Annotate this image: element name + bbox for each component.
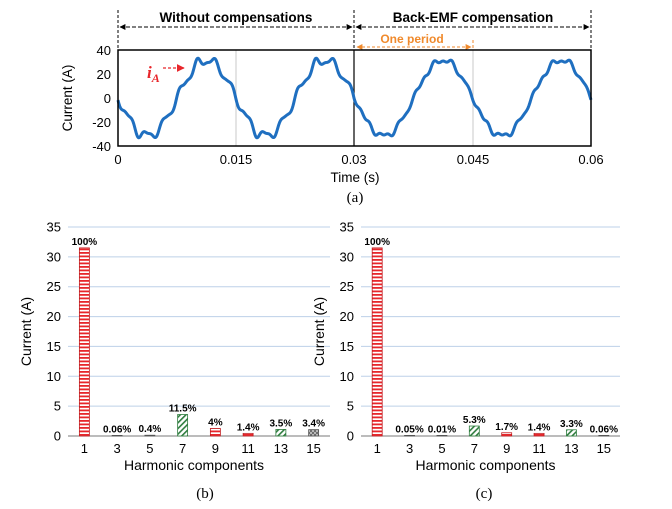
y-tick-label: 20 bbox=[97, 67, 111, 82]
x-tick-label: 0.03 bbox=[341, 152, 366, 167]
bar bbox=[144, 434, 156, 437]
y-tick-label: 5 bbox=[54, 399, 61, 414]
bar bbox=[275, 429, 287, 437]
bar bbox=[371, 247, 383, 437]
waveform-y-axis-label: Current (A) bbox=[60, 65, 75, 132]
x-tick-label: 13 bbox=[274, 441, 288, 456]
y-tick-label: -20 bbox=[92, 115, 111, 130]
current-waveform-trace bbox=[116, 56, 593, 140]
bar-data-label: 0.05% bbox=[395, 424, 423, 435]
x-tick-label: 9 bbox=[503, 441, 510, 456]
bar bbox=[177, 414, 189, 437]
bar-data-label: 3.4% bbox=[302, 419, 325, 430]
x-tick-label: 5 bbox=[438, 441, 445, 456]
bar bbox=[468, 425, 480, 437]
bar bbox=[566, 429, 577, 437]
segment-left-label: Without compensations bbox=[160, 10, 313, 25]
x-tick-label: 1 bbox=[374, 441, 381, 456]
bar-data-label: 0.06% bbox=[590, 424, 618, 435]
y-tick-label: 15 bbox=[47, 339, 61, 354]
y-tick-label: 10 bbox=[340, 369, 354, 384]
bar-data-label: 1.4% bbox=[528, 422, 551, 433]
bar-data-label: 100% bbox=[364, 237, 390, 248]
x-tick-label: 11 bbox=[241, 441, 255, 456]
y-tick-label: 35 bbox=[47, 220, 61, 235]
x-tick-label: 0 bbox=[114, 152, 121, 167]
x-tick-label: 11 bbox=[532, 441, 546, 456]
x-tick-label: 7 bbox=[471, 441, 478, 456]
waveform-x-axis-label: Time (s) bbox=[331, 170, 380, 185]
y-tick-label: 30 bbox=[340, 249, 354, 264]
y-tick-label: 35 bbox=[340, 220, 354, 235]
segment-right-label-bg bbox=[385, 10, 563, 26]
segment-right-label: Back-EMF compensation bbox=[393, 10, 554, 25]
bar bbox=[111, 434, 123, 437]
caption-a: (a) bbox=[347, 190, 364, 206]
x-tick-label: 7 bbox=[179, 441, 186, 456]
bar-data-label: 4% bbox=[208, 417, 223, 428]
bar-data-label: 3.5% bbox=[269, 418, 292, 429]
y-tick-label: 20 bbox=[47, 309, 61, 324]
bar-data-label: 0.4% bbox=[138, 424, 161, 435]
caption-b: (b) bbox=[196, 486, 214, 502]
y-tick-label: 0 bbox=[347, 429, 354, 444]
y-tick-label: 25 bbox=[47, 279, 61, 294]
x-tick-label: 5 bbox=[146, 441, 153, 456]
caption-c: (c) bbox=[476, 486, 493, 502]
trace-label: iA bbox=[147, 63, 160, 85]
x-axis-label: Harmonic components bbox=[415, 457, 555, 473]
y-axis-label: Current (A) bbox=[311, 297, 327, 366]
period-label: One period bbox=[380, 32, 443, 46]
x-tick-label: 9 bbox=[212, 441, 219, 456]
y-tick-label: 0 bbox=[54, 429, 61, 444]
bar-data-label: 100% bbox=[72, 237, 98, 248]
y-tick-label: 40 bbox=[97, 43, 111, 58]
x-tick-label: 0.045 bbox=[457, 152, 490, 167]
y-axis-label: Current (A) bbox=[18, 297, 34, 366]
bar-data-label: 11.5% bbox=[169, 404, 197, 415]
x-tick-label: 1 bbox=[81, 441, 88, 456]
bar bbox=[436, 434, 448, 437]
y-tick-labels: 40 20 0 -20 -40 bbox=[92, 43, 111, 154]
harmonic-spectrum-panel-b: 0 5 10 15 20 25 30 35 100% 1 0.06% 3 0.4% 5 11.5% 7 4% 9 1… bbox=[18, 220, 330, 473]
bar bbox=[308, 429, 320, 437]
bar bbox=[209, 428, 221, 437]
bar-data-label: 5.3% bbox=[463, 415, 486, 426]
bar bbox=[78, 247, 90, 437]
x-tick-label: 0.015 bbox=[220, 152, 253, 167]
waveform-plot-frame bbox=[117, 49, 592, 147]
bar-data-label: 1.7% bbox=[495, 422, 518, 433]
bar-data-label: 0.06% bbox=[103, 424, 131, 435]
y-tick-label: 15 bbox=[340, 339, 354, 354]
x-tick-label: 3 bbox=[114, 441, 121, 456]
x-tick-label: 13 bbox=[564, 441, 578, 456]
y-tick-label: -40 bbox=[92, 139, 111, 154]
waveform-panel: Without compensations Back-EMF compensat… bbox=[60, 10, 604, 206]
y-tick-label: 25 bbox=[340, 279, 354, 294]
y-tick-label: 10 bbox=[47, 369, 61, 384]
x-tick-label: 15 bbox=[306, 441, 320, 456]
x-tick-label: 3 bbox=[406, 441, 413, 456]
x-tick-labels: 0 0.015 0.03 0.045 0.06 bbox=[114, 152, 603, 167]
bar bbox=[242, 432, 254, 437]
bar-data-label: 0.01% bbox=[428, 424, 456, 435]
harmonic-spectrum-panel-c: 0 5 10 15 20 25 30 35 100% 1 0.05% 3 0.01% 5 5.3% 7 1.7%… bbox=[311, 220, 620, 473]
x-tick-label: 15 bbox=[597, 441, 611, 456]
y-tick-label: 0 bbox=[104, 91, 111, 106]
bar bbox=[598, 434, 610, 437]
y-tick-label: 5 bbox=[347, 399, 354, 414]
x-tick-label: 0.06 bbox=[578, 152, 603, 167]
segment-left-label-bg bbox=[150, 10, 322, 26]
y-tick-label: 30 bbox=[47, 249, 61, 264]
y-tick-label: 20 bbox=[340, 309, 354, 324]
bar bbox=[501, 432, 513, 437]
bar-data-label: 3.3% bbox=[560, 419, 583, 430]
bar bbox=[404, 434, 415, 437]
x-axis-label: Harmonic components bbox=[124, 457, 264, 473]
bar-data-label: 1.4% bbox=[237, 422, 260, 433]
bar bbox=[533, 432, 545, 437]
